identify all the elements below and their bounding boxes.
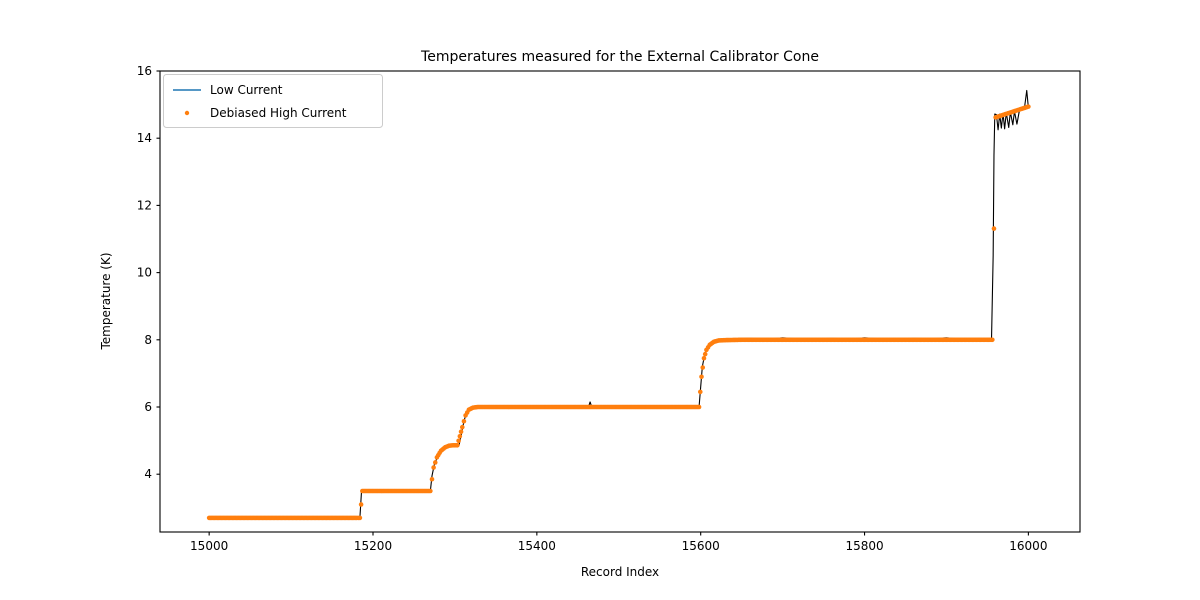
x-tick-label: 15600 <box>682 539 720 553</box>
x-tick-label: 15400 <box>518 539 556 553</box>
axes-spines <box>159 70 1081 533</box>
x-tick-label: 15200 <box>354 539 392 553</box>
y-tick-label: 8 <box>144 333 152 347</box>
y-tick-label: 14 <box>137 131 152 145</box>
y-tick-label: 16 <box>137 64 152 78</box>
legend-box <box>163 74 383 128</box>
chart-legend: Low Current Debiased High Current <box>163 74 383 128</box>
y-tick-label: 10 <box>137 266 152 280</box>
chart-title: Temperatures measured for the External C… <box>420 49 819 65</box>
x-axis-ticks: 15000 15200 15400 15600 15800 16000 <box>190 532 1047 553</box>
x-tick-label: 15000 <box>190 539 228 553</box>
legend-swatch-debiased-high-current <box>184 110 190 116</box>
axes-frame <box>159 70 1081 533</box>
plot-area-background <box>160 71 1080 532</box>
x-axis-label: Record Index <box>581 565 659 579</box>
y-axis-label: Temperature (K) <box>99 252 113 350</box>
y-tick-label: 6 <box>144 400 152 414</box>
y-tick-label: 12 <box>137 198 152 212</box>
x-tick-label: 16000 <box>1009 539 1047 553</box>
x-tick-label: 15800 <box>845 539 883 553</box>
legend-label-debiased-high-current: Debiased High Current <box>210 106 347 120</box>
y-tick-label: 4 <box>144 467 152 481</box>
y-axis-ticks: 4 6 8 10 12 14 16 <box>137 64 160 481</box>
data-series-layer <box>206 89 1031 521</box>
legend-label-low-current: Low Current <box>210 83 283 97</box>
series-dots-debiased-high-current <box>206 104 1031 521</box>
